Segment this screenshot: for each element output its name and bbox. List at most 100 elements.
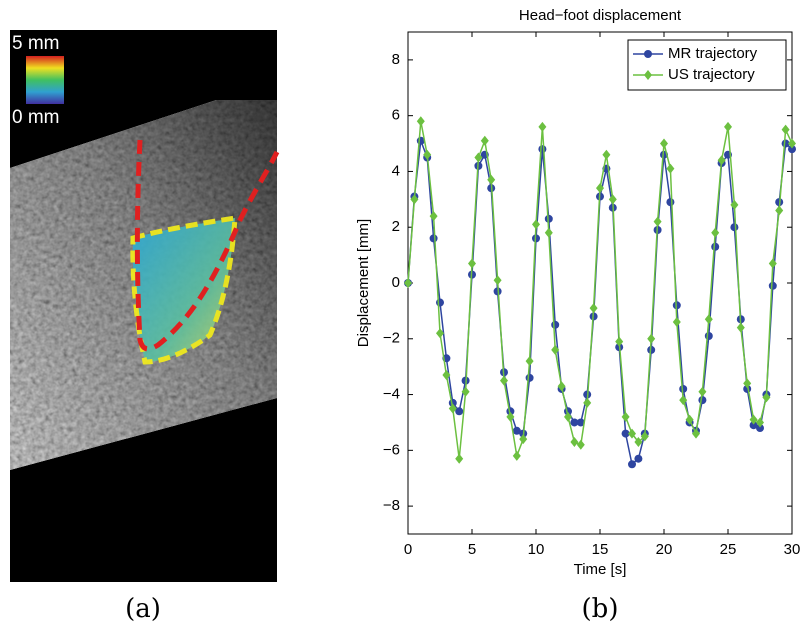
data-point (570, 418, 579, 427)
data-point (724, 121, 732, 132)
plot-frame (407, 31, 793, 535)
data-point (730, 223, 739, 232)
data-point (519, 434, 528, 445)
data-point (455, 407, 464, 416)
data-point (634, 436, 643, 447)
data-point (448, 403, 457, 414)
data-point (512, 426, 521, 435)
data-point (743, 378, 752, 389)
legend-marker (644, 50, 652, 58)
data-point (781, 124, 790, 135)
chart-title: Head−foot displacement (519, 7, 682, 24)
legend-label: MR trajectory (668, 45, 758, 62)
data-point (768, 258, 777, 269)
data-point (762, 392, 771, 403)
y-tick-label: −2 (383, 330, 400, 347)
data-point (621, 411, 630, 422)
data-point (679, 395, 688, 406)
overlay-region (130, 215, 238, 365)
data-point (640, 431, 649, 442)
y-tick-label: 6 (392, 107, 400, 124)
x-tick-label: 0 (404, 541, 412, 558)
y-tick-label: 8 (392, 51, 400, 68)
data-point (660, 138, 668, 149)
chart: Head−foot displacement Time [s] Displaceme… (355, 7, 800, 578)
data-point (711, 227, 720, 238)
colorbar (26, 56, 64, 104)
y-tick-label: −6 (383, 441, 400, 458)
data-point (544, 227, 553, 238)
data-point (436, 298, 444, 307)
data-point (666, 163, 675, 174)
data-point (736, 322, 745, 333)
data-point (429, 211, 438, 222)
data-point (615, 336, 624, 347)
y-axis-label: Displacement [mm] (355, 219, 372, 347)
data-point (628, 428, 636, 439)
data-point (749, 414, 758, 425)
data-point (468, 258, 476, 269)
x-tick-label: 30 (784, 541, 801, 558)
data-point (749, 421, 758, 430)
x-tick-label: 20 (656, 541, 673, 558)
data-point (410, 194, 419, 205)
data-point (480, 135, 489, 146)
image-mask (66, 30, 277, 100)
data-point (756, 424, 764, 433)
data-point (423, 149, 432, 160)
data-point (692, 428, 700, 439)
data-point (538, 121, 547, 132)
data-point (532, 219, 540, 230)
data-point (512, 450, 521, 461)
data-point (653, 216, 662, 227)
data-point (442, 370, 451, 381)
data-point (621, 429, 630, 438)
data-point (525, 356, 534, 367)
legend-label: US trajectory (668, 66, 755, 83)
data-point (704, 314, 713, 325)
data-point (416, 116, 425, 127)
data-point (711, 242, 720, 251)
data-point (493, 275, 502, 286)
data-point (506, 411, 515, 422)
y-tick-label: −4 (383, 386, 400, 403)
data-point (564, 411, 572, 422)
data-point (589, 303, 598, 314)
data-point (576, 439, 585, 450)
data-point (602, 149, 611, 160)
data-point (551, 320, 560, 329)
data-point (500, 375, 508, 386)
colorbar-max: 5 mm (12, 33, 60, 54)
data-point (538, 145, 547, 154)
data-point (544, 214, 553, 223)
contour (134, 139, 280, 352)
colorbar-min: 0 mm (12, 107, 60, 128)
data-point (788, 145, 796, 154)
data-point (455, 453, 464, 464)
legend-box (627, 39, 787, 91)
data-point (404, 278, 412, 288)
data-point (698, 386, 707, 397)
data-point (429, 234, 438, 243)
caption: (a) (125, 594, 161, 624)
data-point (788, 138, 796, 149)
data-point (557, 381, 566, 392)
data-point (474, 152, 483, 163)
data-point (628, 460, 636, 469)
x-tick-label: 5 (468, 541, 476, 558)
data-point (679, 384, 688, 393)
data-point (647, 333, 656, 344)
data-point (672, 317, 681, 328)
caption: (b) (582, 594, 619, 624)
data-point (634, 454, 643, 463)
x-axis-label: Time [s] (574, 561, 627, 578)
data-point (576, 418, 585, 427)
panel-a: 5 mm 0 mm (a) (10, 30, 280, 624)
legend-marker (644, 70, 652, 80)
y-tick-label: −8 (383, 497, 400, 514)
data-point (596, 183, 604, 194)
x-tick-label: 25 (720, 541, 737, 558)
data-point (704, 331, 713, 340)
data-point (583, 397, 592, 408)
data-point (551, 344, 560, 355)
